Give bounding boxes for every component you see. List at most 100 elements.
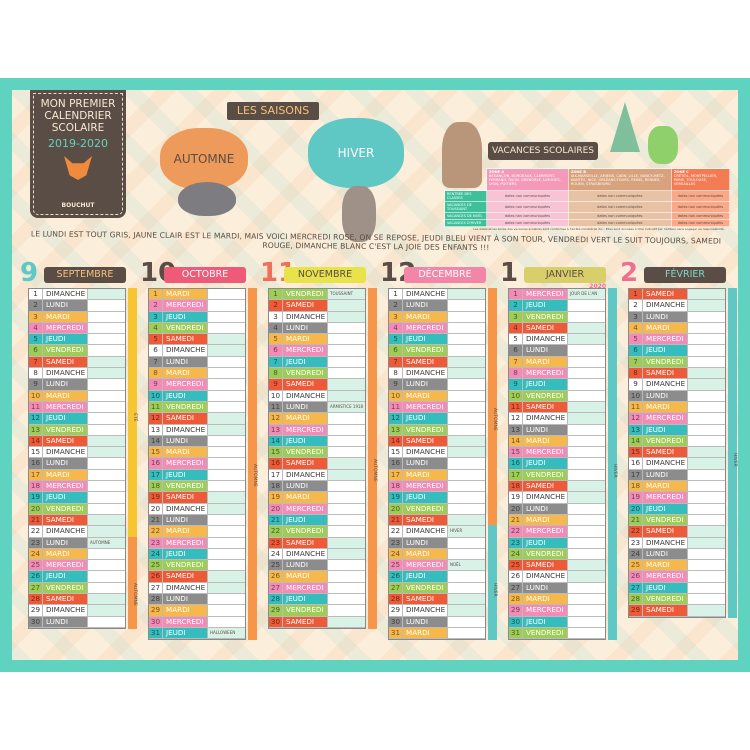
day-note[interactable] [208,390,245,401]
day-note[interactable] [688,458,725,469]
day-row[interactable]: 9 LUNDI [29,379,125,391]
day-row[interactable]: 14 VENDREDI [629,435,725,448]
day-note[interactable] [568,503,605,514]
day-row[interactable]: 8 DIMANCHE [29,368,125,380]
day-row[interactable]: 7 VENDREDI [629,356,725,369]
day-note[interactable]: NOËL [448,560,485,571]
day-row[interactable]: 27 DIMANCHE [149,582,245,595]
day-row[interactable]: 3 MARDI [29,311,125,323]
day-row[interactable]: 24 LUNDI [629,548,725,561]
day-note[interactable] [568,560,605,571]
day-note[interactable] [448,368,485,379]
day-note[interactable] [448,345,485,356]
day-note[interactable] [688,582,725,594]
day-note[interactable] [448,424,485,435]
day-note[interactable] [568,334,605,345]
day-row[interactable]: 6 DIMANCHE [149,345,245,357]
day-row[interactable]: 23 LUNDI [389,537,485,549]
day-note[interactable] [448,582,485,594]
day-note[interactable] [208,458,245,469]
day-row[interactable]: 24 VENDREDI [509,548,605,561]
day-row[interactable]: 21 SAMEDI [29,514,125,527]
day-row[interactable]: 11 SAMEDI [509,401,605,414]
day-note[interactable] [568,300,605,311]
day-row[interactable]: 2 DIMANCHE [629,300,725,312]
day-row[interactable]: 18 SAMEDI [509,481,605,493]
day-note[interactable] [688,537,725,548]
day-row[interactable]: 2 JEUDI [509,300,605,312]
day-row[interactable]: 12 SAMEDI [149,413,245,425]
day-row[interactable]: 31 MARDI [389,627,485,640]
day-note[interactable] [328,368,365,379]
day-note[interactable] [688,334,725,345]
day-note[interactable] [328,424,365,435]
day-row[interactable]: 6 VENDREDI [389,345,485,357]
day-note[interactable] [688,447,725,458]
day-note[interactable]: JOUR DE L'AN [568,289,605,300]
day-row[interactable]: 10 MARDI [389,390,485,402]
day-row[interactable]: 19 JEUDI [29,492,125,504]
day-row[interactable]: 12 MERCREDI [629,413,725,425]
day-row[interactable]: 10 JEUDI [149,390,245,402]
day-note[interactable] [448,458,485,469]
day-row[interactable]: 17 JEUDI [149,469,245,482]
day-row[interactable]: 4 VENDREDI [149,322,245,335]
day-note[interactable] [208,345,245,356]
day-row[interactable]: 14 LUNDI [149,435,245,448]
day-row[interactable]: 18 MERCREDI [29,481,125,493]
day-row[interactable]: 9 MERCREDI [149,379,245,391]
day-row[interactable]: 4 SAMEDI [509,322,605,335]
day-note[interactable] [88,548,125,560]
day-row[interactable]: 23 MERCREDI [149,537,245,549]
day-row[interactable]: 1 DIMANCHE [389,289,485,301]
day-row[interactable]: 2 LUNDI [29,300,125,312]
day-note[interactable] [328,514,365,526]
day-note[interactable] [688,526,725,537]
day-note[interactable]: ARMISTICE 1918 [328,401,365,413]
day-note[interactable] [208,537,245,548]
day-note[interactable] [568,571,605,582]
day-note[interactable] [88,300,125,311]
day-note[interactable] [688,289,725,300]
day-row[interactable]: 26 SAMEDI [149,571,245,583]
day-note[interactable] [328,435,365,447]
day-row[interactable]: 3 VENDREDI [509,311,605,323]
day-row[interactable]: 24 MARDI [29,548,125,561]
day-row[interactable]: 1 MARDI [149,289,245,301]
day-row[interactable]: 8 DIMANCHE [389,368,485,380]
day-note[interactable] [328,469,365,481]
day-note[interactable] [448,356,485,368]
day-note[interactable] [88,435,125,447]
day-note[interactable] [88,481,125,492]
day-row[interactable]: 23 LUNDI AUTOMNE [29,537,125,549]
day-row[interactable]: 2 LUNDI [389,300,485,312]
day-note[interactable] [568,401,605,413]
day-note[interactable] [328,300,365,311]
day-note[interactable] [688,345,725,356]
day-note[interactable] [88,492,125,503]
day-row[interactable]: 1 VENDREDI TOUSSAINT [269,289,365,301]
day-note[interactable] [208,492,245,503]
day-row[interactable]: 12 MARDI [269,413,365,425]
day-note[interactable] [328,503,365,514]
day-row[interactable]: 21 LUNDI [149,514,245,527]
day-row[interactable]: 18 MERCREDI [389,481,485,493]
day-note[interactable] [328,594,365,605]
day-note[interactable] [88,469,125,481]
day-row[interactable]: 25 MERCREDI [29,560,125,572]
day-row[interactable]: 7 SAMEDI [389,356,485,369]
day-row[interactable]: 24 JEUDI [149,548,245,561]
day-note[interactable] [88,311,125,322]
day-row[interactable]: 21 MARDI [509,514,605,527]
day-note[interactable] [688,300,725,311]
day-note[interactable] [568,345,605,356]
day-row[interactable]: 10 LUNDI [629,390,725,402]
day-row[interactable]: 5 MERCREDI [629,334,725,346]
day-row[interactable]: 25 SAMEDI [509,560,605,572]
day-row[interactable]: 11 LUNDI ARMISTICE 1918 [269,401,365,414]
day-note[interactable] [328,447,365,458]
day-note[interactable] [448,627,485,639]
day-row[interactable]: 29 VENDREDI [269,605,365,617]
day-row[interactable]: 24 MARDI [389,548,485,561]
day-row[interactable]: 22 DIMANCHE HIVER [389,526,485,538]
